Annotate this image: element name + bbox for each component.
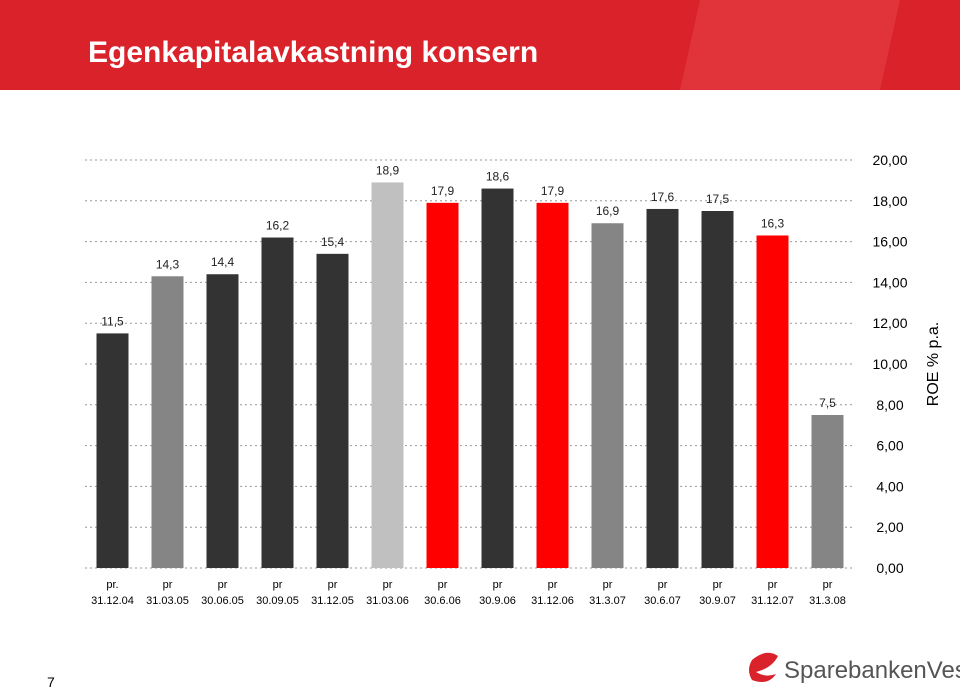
value-label: 16,3 xyxy=(761,216,785,230)
bar xyxy=(261,237,294,568)
y-tick-label: 10,00 xyxy=(872,356,907,372)
header-decor xyxy=(680,0,900,90)
bar xyxy=(206,274,239,568)
x-tick-label: pr 31.3.08 xyxy=(809,579,846,607)
slide-number: 7 xyxy=(47,674,55,689)
value-label: 17,9 xyxy=(541,184,565,198)
value-label: 16,9 xyxy=(596,204,620,218)
x-tick-label: pr 30.6.07 xyxy=(644,579,681,607)
value-label: 15,4 xyxy=(321,235,345,249)
value-label: 18,9 xyxy=(376,163,400,177)
y-tick-label: 2,00 xyxy=(876,519,903,535)
x-tick-label: pr 30.06.05 xyxy=(201,579,244,607)
y-tick-label: 14,00 xyxy=(872,274,907,290)
value-label: 16,2 xyxy=(266,219,290,233)
x-tick-label: pr 30.09.05 xyxy=(256,579,299,607)
x-tick-label: pr 30.9.06 xyxy=(479,579,516,607)
x-tick-label: pr 31.3.07 xyxy=(589,579,626,607)
bar xyxy=(96,333,129,568)
y-tick-label: 0,00 xyxy=(876,560,903,576)
value-label: 7,5 xyxy=(819,396,836,410)
chart-title: Egenkapitalavkastning konsern xyxy=(88,36,538,69)
value-label: 17,5 xyxy=(706,192,730,206)
value-label: 14,3 xyxy=(156,257,180,271)
y-tick-label: 4,00 xyxy=(876,478,903,494)
y-tick-label: 20,00 xyxy=(872,152,907,168)
value-label: 17,9 xyxy=(431,184,455,198)
y-tick-label: 8,00 xyxy=(876,397,903,413)
value-label: 17,6 xyxy=(651,190,675,204)
y-tick-label: 12,00 xyxy=(872,315,907,331)
bar xyxy=(756,235,789,569)
logo: SparebankenVest xyxy=(784,657,960,684)
bar xyxy=(811,415,844,568)
value-label: 11,5 xyxy=(101,314,124,328)
y-axis-title: ROE % p.a. xyxy=(925,322,942,406)
x-tick-label: pr 31.03.05 xyxy=(146,579,189,607)
value-label: 14,4 xyxy=(211,255,235,269)
bar xyxy=(426,202,459,568)
x-tick-label: pr 30.6.06 xyxy=(424,579,461,607)
x-tick-label: pr 31.03.06 xyxy=(366,579,409,607)
x-tick-label: pr 31.12.06 xyxy=(531,579,574,607)
logo-mark xyxy=(749,652,778,682)
x-tick-label: pr 31.12.07 xyxy=(751,579,794,607)
value-label: 18,6 xyxy=(486,170,510,184)
y-tick-label: 6,00 xyxy=(876,438,903,454)
bar xyxy=(151,276,184,568)
x-tick-label: pr 30.9.07 xyxy=(699,579,736,607)
bar xyxy=(481,188,514,568)
x-tick-label: pr. 31.12.04 xyxy=(91,579,134,607)
bar xyxy=(701,211,734,568)
bar xyxy=(591,223,624,569)
y-tick-label: 16,00 xyxy=(872,234,907,250)
bar xyxy=(536,202,569,568)
bar xyxy=(316,253,349,568)
y-tick-label: 18,00 xyxy=(872,193,907,209)
x-tick-label: pr 31.12.05 xyxy=(311,579,354,607)
bar xyxy=(371,182,404,568)
bar xyxy=(646,208,679,568)
